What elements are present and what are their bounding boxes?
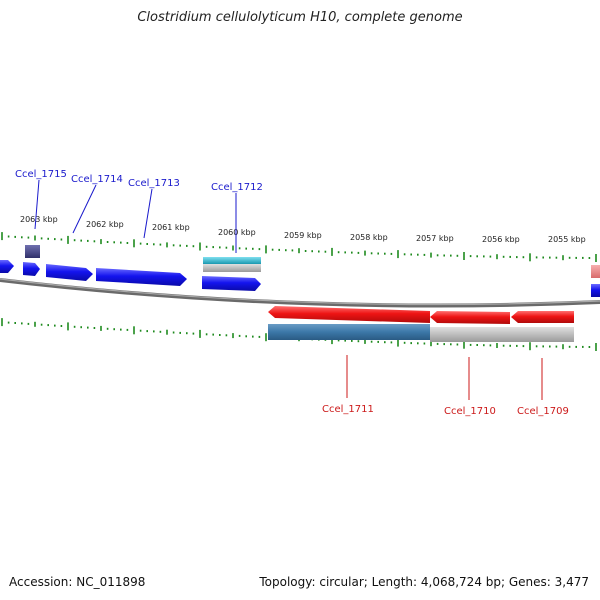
scale-label: 2059 kbp <box>284 231 322 240</box>
gene-arrow <box>268 306 430 323</box>
genome-summary: Topology: circular; Length: 4,068,724 bp… <box>259 575 589 589</box>
gene-arrow <box>511 311 574 323</box>
accession-label: Accession: NC_011898 <box>9 575 146 589</box>
gene-label: Ccel_1713 <box>128 178 180 189</box>
misc-feature <box>203 264 261 272</box>
scale-label: 2061 kbp <box>152 223 190 232</box>
gene-arrow <box>202 276 261 291</box>
gene-arrow <box>46 264 93 281</box>
scale-label: 2062 kbp <box>86 220 124 229</box>
scale-label: 2060 kbp <box>218 228 256 237</box>
scale-label: 2057 kbp <box>416 234 454 243</box>
gene-box <box>25 245 40 258</box>
gene-arrow <box>0 260 14 273</box>
map-title: Clostridium cellulolyticum H10, complete… <box>137 10 463 25</box>
scale-ticks-upper <box>1 232 597 262</box>
gene-label: Ccel_1710 <box>444 406 496 417</box>
gene-labels: Ccel_1715 Ccel_1714 Ccel_1713 Ccel_1712 … <box>15 169 569 417</box>
misc-feature <box>430 327 574 342</box>
scale-label: 2056 kbp <box>482 235 520 244</box>
gene-box <box>591 265 600 278</box>
rna-feature <box>203 257 261 264</box>
gene-label: Ccel_1715 <box>15 169 67 180</box>
genome-backbone <box>0 278 600 308</box>
forward-strand-features <box>0 245 600 297</box>
misc-feature <box>268 324 430 340</box>
gene-label: Ccel_1714 <box>71 174 123 185</box>
label-leaders <box>34 179 543 400</box>
gene-label: Ccel_1711 <box>322 404 374 415</box>
scale-labels: 2063 kbp 2062 kbp 2061 kbp 2060 kbp 2059… <box>20 215 586 244</box>
scale-label: 2063 kbp <box>20 215 58 224</box>
reverse-strand-features <box>268 306 574 342</box>
scale-label: 2058 kbp <box>350 233 388 242</box>
gene-arrow <box>96 268 187 286</box>
gene-label: Ccel_1712 <box>211 182 263 193</box>
gene-label: Ccel_1709 <box>517 406 569 417</box>
gene-arrow <box>430 311 510 324</box>
scale-label: 2055 kbp <box>548 235 586 244</box>
gene-arrow <box>591 284 600 297</box>
gene-arrow <box>23 262 40 276</box>
